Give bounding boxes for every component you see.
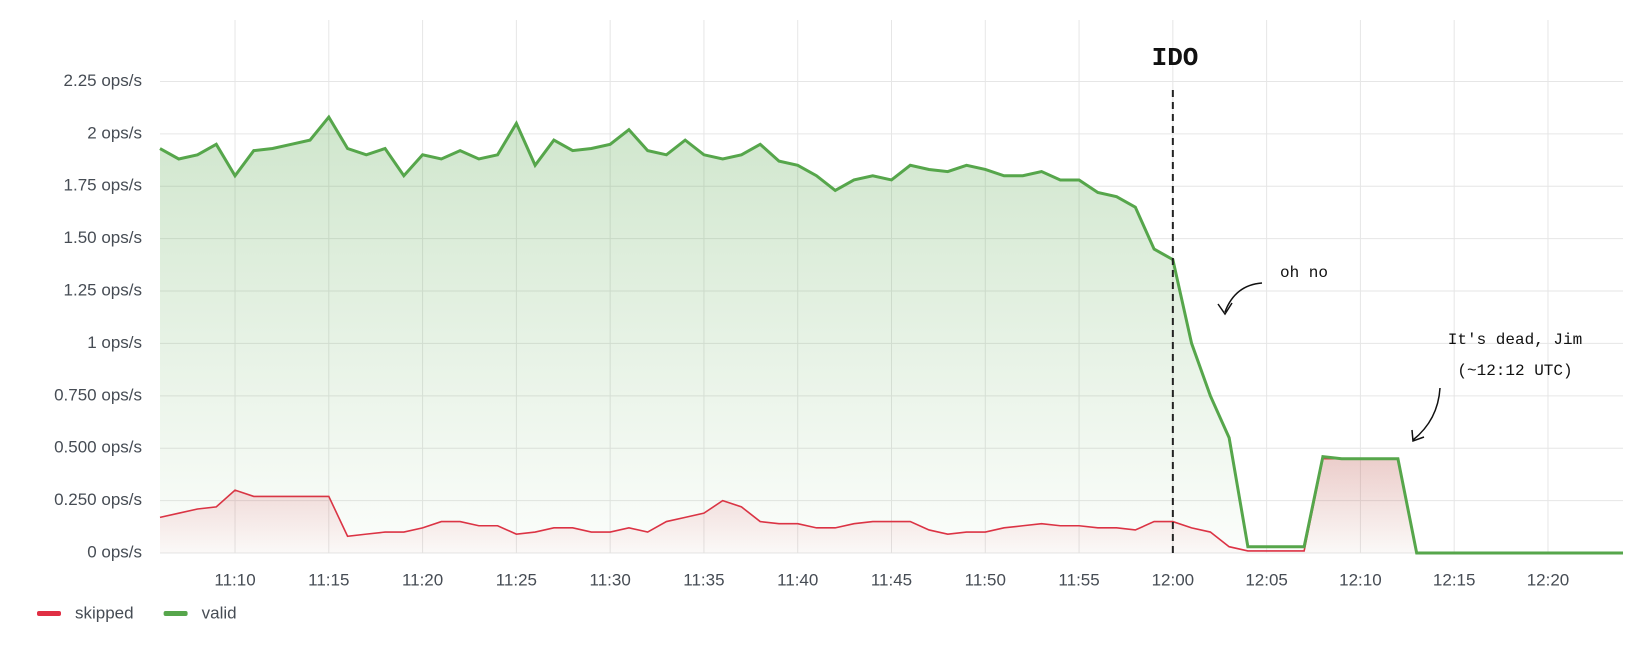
legend-label[interactable]: valid — [202, 603, 237, 622]
arrow — [1411, 429, 1425, 443]
annotation: oh no — [1280, 264, 1328, 282]
x-tick-label: 12:05 — [1245, 570, 1288, 589]
x-tick-label: 12:00 — [1152, 570, 1195, 589]
x-tick-label: 11:25 — [496, 570, 537, 589]
x-tick-label: 11:45 — [871, 570, 912, 589]
x-tick-label: 12:15 — [1433, 570, 1476, 589]
x-tick-label: 11:15 — [308, 570, 349, 589]
annotation: (~12:12 UTC) — [1457, 362, 1572, 380]
x-tick-label: 11:40 — [777, 570, 818, 589]
y-tick-label: 1 ops/s — [87, 333, 142, 352]
x-tick-label: 11:30 — [590, 570, 631, 589]
annotation: IDO — [1152, 43, 1199, 73]
y-tick-label: 1.50 ops/s — [64, 228, 142, 247]
x-tick-label: 11:35 — [683, 570, 724, 589]
x-tick-label: 11:20 — [402, 570, 443, 589]
y-tick-label: 0.500 ops/s — [54, 438, 142, 457]
y-tick-label: 1.75 ops/s — [64, 176, 142, 195]
legend-swatch — [37, 611, 61, 616]
y-tick-label: 0 ops/s — [87, 542, 142, 561]
x-tick-label: 11:50 — [965, 570, 1006, 589]
legend-label[interactable]: skipped — [75, 603, 134, 622]
x-tick-label: 11:55 — [1058, 570, 1099, 589]
y-tick-label: 0.250 ops/s — [54, 490, 142, 509]
area — [160, 117, 1623, 554]
arrow — [1224, 282, 1263, 313]
arrow — [1217, 302, 1233, 316]
arrow — [1412, 387, 1441, 441]
x-tick-label: 12:10 — [1339, 570, 1382, 589]
y-tick-label: 1.25 ops/s — [64, 281, 142, 300]
x-tick-label: 12:20 — [1527, 570, 1570, 589]
line — [159, 114, 1623, 555]
annotation: It's dead, Jim — [1448, 331, 1582, 349]
y-tick-label: 2.25 ops/s — [64, 71, 142, 90]
y-tick-label: 0.750 ops/s — [54, 385, 142, 404]
x-tick-label: 11:10 — [214, 570, 255, 589]
legend-swatch — [163, 611, 188, 616]
y-tick-label: 2 ops/s — [87, 123, 142, 142]
